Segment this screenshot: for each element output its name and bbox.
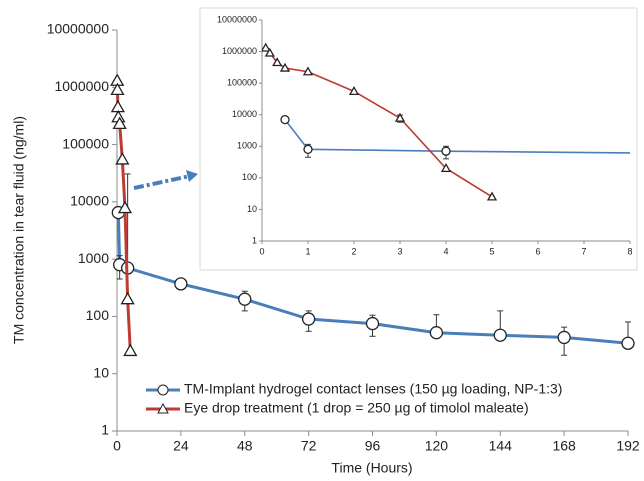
x-tick-label: 6 — [535, 246, 540, 256]
point — [302, 66, 314, 76]
x-tick-label: 0 — [113, 438, 121, 454]
arrow-shaft — [133, 174, 191, 190]
point — [238, 292, 252, 306]
x-axis-label: Time (Hours) — [331, 460, 412, 476]
legend: TM-Implant hydrogel contact lenses (150 … — [139, 374, 611, 424]
x-tick-label: 0 — [259, 246, 264, 256]
x-tick-label: 7 — [581, 246, 586, 256]
x-tick-label: 5 — [489, 246, 494, 256]
point — [262, 42, 271, 52]
point — [117, 200, 133, 214]
y-tick-label: 1 — [101, 422, 109, 438]
point — [110, 82, 125, 96]
point — [123, 343, 138, 357]
pointer-arrow — [133, 170, 198, 190]
y-tick-label: 100 — [86, 307, 110, 323]
y-tick-label: 10000 — [70, 193, 109, 209]
legend-marker — [157, 402, 169, 414]
point — [120, 291, 135, 305]
y-tick-label: 10 — [93, 364, 109, 380]
y-tick-label: 1000 — [78, 250, 109, 266]
x-tick-label: 144 — [489, 438, 513, 454]
legend-label: TM-Implant hydrogel contact lenses (150 … — [184, 381, 562, 397]
y-tick-label: 100 — [242, 172, 257, 182]
point — [486, 191, 498, 201]
y-tick-label: 10000 — [232, 109, 257, 119]
point — [301, 312, 316, 326]
y-tick-label: 10 — [247, 204, 257, 214]
x-tick-label: 72 — [301, 438, 317, 454]
y-tick-label: 1000 — [237, 141, 257, 151]
y-tick-label: 1000000 — [54, 78, 109, 94]
point — [557, 330, 571, 345]
x-tick-label: 1 — [305, 246, 310, 256]
arrow-head — [186, 170, 198, 182]
x-tick-label: 168 — [552, 438, 576, 454]
main-chart: TM concentration in tear fluid (ng/ml) T… — [11, 21, 640, 476]
x-tick-label: 96 — [365, 438, 381, 454]
plot-area — [110, 73, 635, 357]
point — [112, 116, 127, 129]
x-tick-label: 4 — [443, 246, 448, 256]
point — [279, 62, 291, 72]
point — [365, 316, 380, 331]
y-tick-label: 100000 — [227, 78, 257, 88]
x-tick-label: 8 — [627, 246, 632, 256]
x-tick-label: 24 — [173, 438, 189, 454]
legend-marker — [157, 384, 169, 396]
point — [272, 57, 283, 67]
x-tick-label: 3 — [397, 246, 402, 256]
point — [110, 99, 125, 113]
legend-label: Eye drop treatment (1 drop = 250 µg of t… — [184, 400, 529, 416]
point — [429, 326, 444, 340]
y-tick-label: 1 — [252, 235, 257, 245]
point — [280, 114, 290, 125]
point — [621, 336, 635, 350]
point — [441, 146, 451, 156]
x-tick-label: 192 — [616, 438, 640, 454]
point — [174, 277, 188, 291]
y-tick-label: 10000000 — [47, 21, 110, 37]
y-tick-label: 10000000 — [217, 14, 257, 24]
point — [303, 144, 313, 154]
point — [493, 328, 507, 342]
y-tick-label: 100000 — [62, 135, 109, 151]
x-tick-label: 2 — [351, 246, 356, 256]
point — [394, 112, 406, 122]
legend-frame — [139, 374, 611, 424]
x-tick-label: 120 — [425, 438, 449, 454]
series-line — [284, 119, 630, 154]
x-tick-label: 48 — [237, 438, 253, 454]
point — [440, 163, 452, 173]
y-tick-label: 1000000 — [222, 46, 257, 56]
y-axis-label: TM concentration in tear fluid (ng/ml) — [11, 116, 27, 344]
plot-area — [262, 42, 630, 201]
point — [115, 152, 130, 165]
point — [348, 86, 360, 95]
point — [264, 47, 275, 57]
